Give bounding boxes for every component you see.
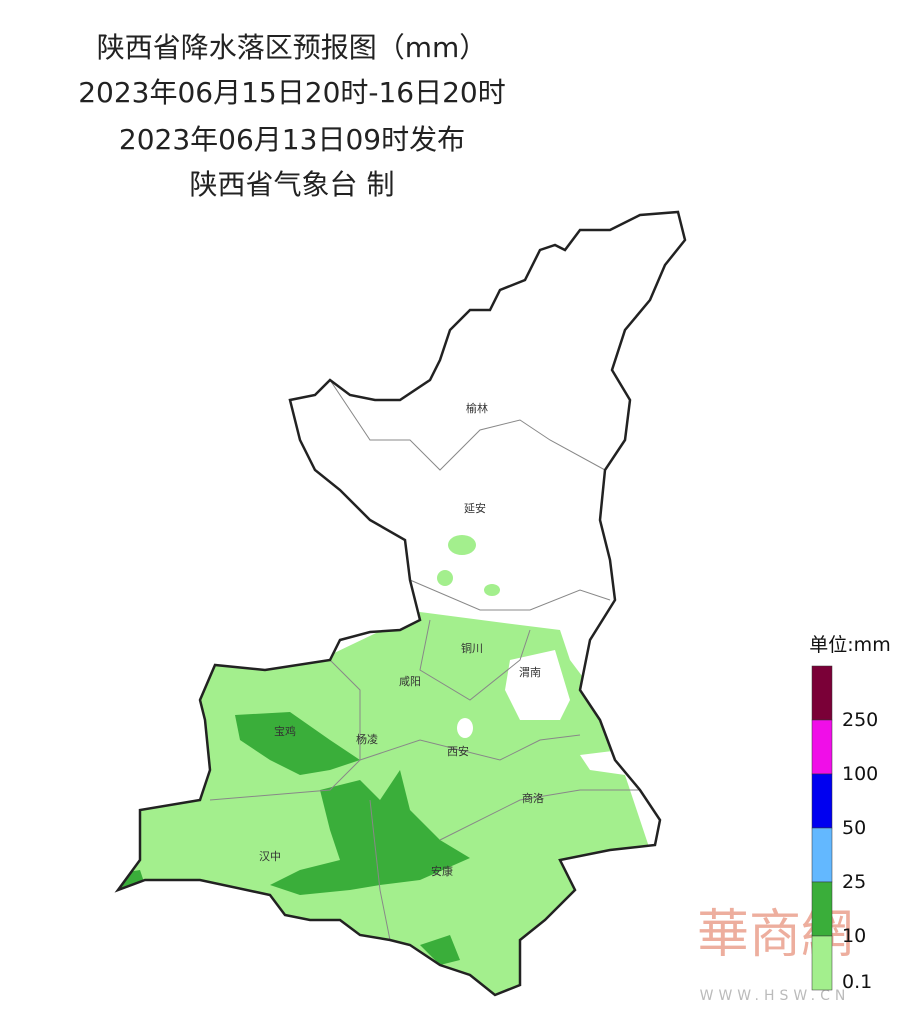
city-label: 渭南 <box>519 666 541 679</box>
legend-label: 25 <box>842 871 866 893</box>
legend-label: 50 <box>842 817 866 839</box>
legend-swatch <box>811 827 833 883</box>
rain-areas <box>118 535 685 995</box>
city-label: 延安 <box>464 501 486 515</box>
legend-swatch <box>811 665 833 721</box>
city-label: 铜川 <box>461 641 483 655</box>
city-label: 咸阳 <box>399 675 421 688</box>
city-label: 安康 <box>431 864 453 878</box>
district-borders <box>209 379 640 941</box>
city-label: 宝鸡 <box>274 724 296 738</box>
legend-swatch <box>811 719 833 775</box>
city-label: 汉中 <box>259 850 281 863</box>
legend-label: 0.1 <box>842 971 872 993</box>
legend-swatch <box>811 881 833 937</box>
legend-label: 10 <box>842 925 866 947</box>
title-issued: 2023年06月13日09时发布 <box>119 123 465 156</box>
title-title: 陕西省降水落区预报图（mm） <box>97 31 488 64</box>
city-label: 商洛 <box>522 791 544 805</box>
city-label: 杨凌 <box>356 732 378 746</box>
legend-label: 100 <box>842 763 878 785</box>
legend-swatch <box>811 773 833 829</box>
city-label: 榆林 <box>466 401 488 415</box>
title-period: 2023年06月15日20时-16日20时 <box>78 76 506 109</box>
watermark-url: WWW.HSW.CN <box>700 988 851 1004</box>
legend-swatch <box>811 935 833 991</box>
legend-label: 250 <box>842 709 878 731</box>
city-label: 西安 <box>447 744 469 758</box>
legend-unit: 单位:mm <box>809 634 890 656</box>
title-producer: 陕西省气象台 制 <box>190 168 395 201</box>
